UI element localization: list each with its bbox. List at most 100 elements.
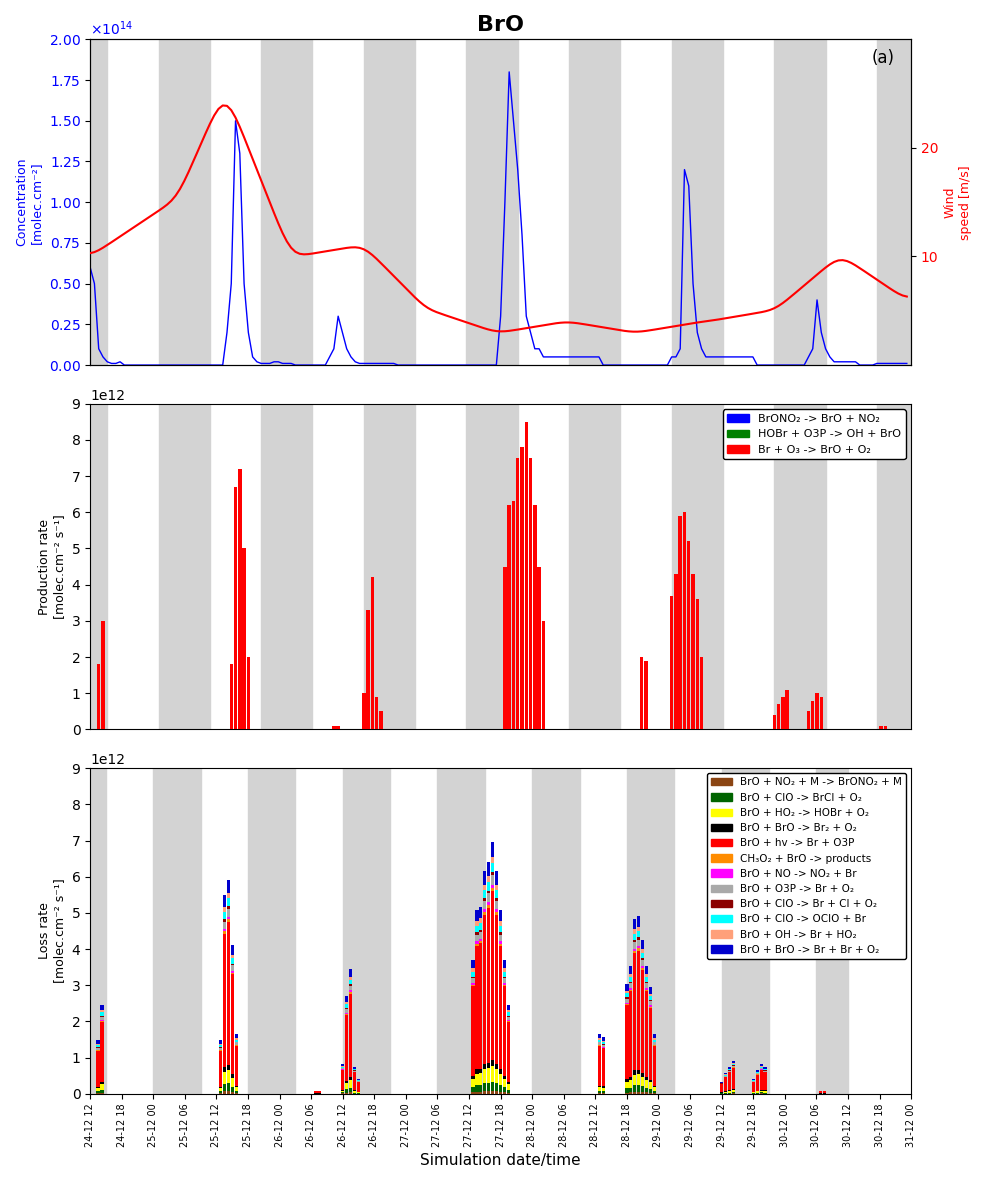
Bar [645, 1077, 648, 1080]
Bar [483, 871, 486, 885]
Bar [503, 987, 506, 1075]
Bar [97, 1088, 100, 1091]
Bar [625, 984, 628, 990]
Legend: BrO + NO₂ + M -> BrONO₂ + M, BrO + ClO -> BrCl + O₂, BrO + HO₂ -> HOBr + O₂, BrO: BrO + NO₂ + M -> BrONO₂ + M, BrO + ClO -… [706, 774, 905, 959]
Bar [491, 864, 494, 872]
Bar [755, 1091, 758, 1093]
Bar [371, 577, 374, 730]
Bar [641, 1073, 644, 1077]
Bar [601, 1086, 604, 1087]
Bar [219, 1045, 222, 1047]
Bar [633, 942, 636, 949]
Bar [629, 1087, 632, 1092]
Bar [349, 984, 352, 985]
Bar [673, 574, 677, 730]
Bar [364, 403, 415, 730]
Bar [471, 1079, 474, 1087]
Bar [227, 1084, 230, 1091]
Bar [353, 1091, 356, 1093]
Bar [637, 946, 640, 949]
Bar [503, 567, 506, 730]
Bar [637, 1074, 640, 1085]
Bar [341, 1069, 344, 1090]
Bar [495, 1069, 498, 1082]
Bar [776, 704, 780, 730]
Bar [633, 1092, 636, 1094]
Y-axis label: Wind
speed [m/s]: Wind speed [m/s] [943, 164, 971, 239]
Bar [520, 447, 524, 730]
Bar [499, 945, 502, 1069]
Bar [491, 875, 494, 885]
Bar [366, 610, 370, 730]
Bar [759, 1065, 762, 1066]
Bar [751, 1082, 754, 1092]
Bar [479, 918, 482, 923]
Bar [728, 1091, 731, 1093]
Bar [641, 1092, 644, 1094]
Bar [763, 1072, 766, 1091]
Bar [759, 1091, 762, 1092]
Bar [227, 1071, 230, 1084]
Bar [349, 985, 352, 990]
Bar [349, 993, 352, 994]
Bar [720, 1085, 723, 1092]
Bar [483, 1082, 486, 1091]
Bar [629, 1077, 632, 1080]
Bar [342, 768, 389, 1094]
Bar [876, 39, 910, 366]
Bar [876, 403, 910, 730]
Bar [97, 1040, 100, 1043]
Bar [97, 1087, 100, 1088]
Bar [541, 621, 544, 730]
Bar [649, 1001, 652, 1006]
Bar [483, 898, 486, 901]
Bar [536, 567, 540, 730]
Bar [223, 931, 226, 933]
Bar [234, 487, 237, 730]
Bar [653, 1039, 656, 1040]
Bar [153, 768, 200, 1094]
Bar [471, 978, 474, 983]
Bar [341, 1091, 344, 1092]
Bar [471, 1092, 474, 1094]
Bar [479, 939, 482, 942]
Bar [495, 910, 498, 912]
Bar [437, 768, 484, 1094]
Bar [516, 458, 519, 730]
Bar [487, 883, 490, 891]
Bar [671, 403, 722, 730]
Bar [475, 945, 478, 1069]
Bar [101, 1010, 104, 1013]
Bar [479, 1073, 482, 1085]
Bar [641, 952, 644, 958]
Bar [499, 922, 502, 925]
Bar [349, 1087, 352, 1092]
Bar [475, 935, 478, 942]
Bar [503, 984, 506, 987]
Bar [246, 657, 249, 730]
Bar [345, 1009, 348, 1013]
Bar [625, 990, 628, 994]
Bar [503, 1075, 506, 1079]
Bar [332, 726, 335, 730]
Bar [483, 901, 486, 910]
Bar [532, 505, 536, 730]
Bar [345, 996, 348, 1002]
Bar [466, 403, 518, 730]
Bar [475, 925, 478, 932]
Bar [227, 880, 230, 893]
Bar [97, 1051, 100, 1087]
Bar [235, 1034, 238, 1039]
Bar [379, 711, 383, 730]
Bar [487, 1082, 490, 1091]
Bar [601, 1045, 604, 1047]
Bar [235, 1042, 238, 1045]
Bar [227, 1091, 230, 1094]
Bar [495, 891, 498, 898]
Bar [625, 1003, 628, 1004]
Bar [677, 516, 681, 730]
Bar [637, 926, 640, 931]
Bar [375, 697, 378, 730]
Bar [633, 933, 636, 940]
Bar [629, 1080, 632, 1087]
